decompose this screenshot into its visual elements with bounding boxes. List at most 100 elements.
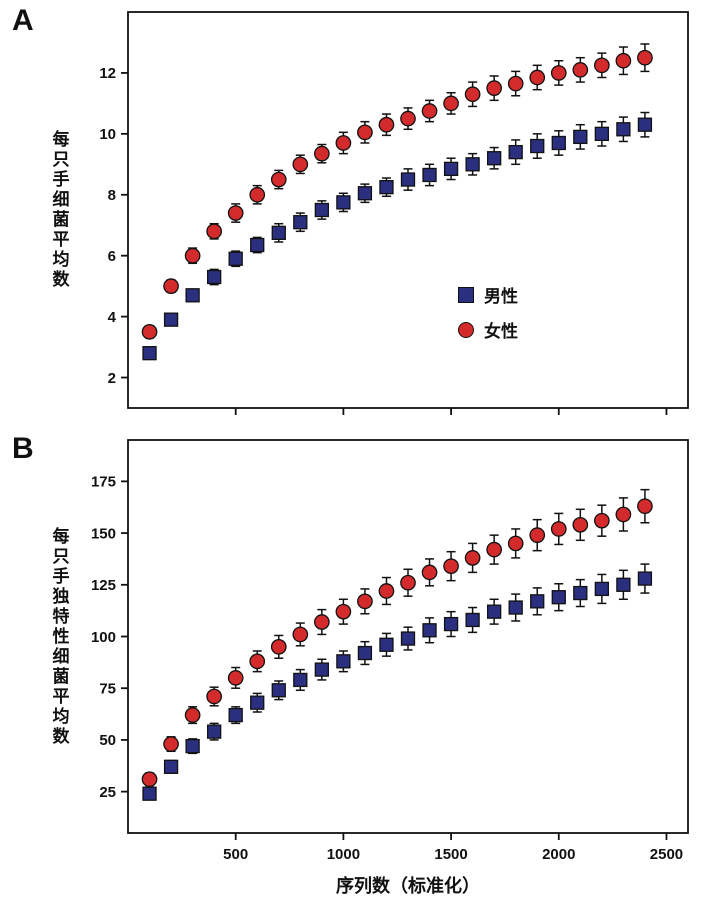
data-point-A-male	[336, 195, 351, 210]
data-point-B-male	[530, 594, 545, 609]
y-tick-label: 10	[99, 126, 116, 143]
data-point-B-female	[163, 736, 179, 752]
data-point-B-male	[443, 616, 459, 632]
data-point-A-female	[637, 49, 653, 66]
data-point-A-female	[357, 124, 373, 141]
data-point-B-male	[508, 600, 523, 615]
data-point-B-female	[572, 516, 589, 533]
panel-a-ylabel: 每只手细菌平均数	[49, 130, 69, 290]
panel-a-ylabel-wrap: 每只手细菌平均数	[44, 12, 74, 408]
panel-b-letter: B	[12, 432, 34, 465]
data-point-A-male	[465, 157, 480, 172]
data-point-A-male	[271, 225, 286, 240]
legend-label-female: 女性	[484, 322, 518, 341]
y-tick-label: 100	[91, 629, 116, 646]
data-point-A-female	[249, 186, 266, 203]
y-tick-label: 75	[99, 680, 116, 697]
data-point-B-female	[529, 527, 546, 543]
data-point-B-male	[185, 738, 200, 754]
data-point-B-male	[293, 672, 308, 688]
data-point-B-female	[249, 653, 266, 670]
data-point-B-male	[228, 707, 243, 723]
data-point-B-male	[142, 786, 157, 801]
data-point-B-female	[550, 521, 567, 537]
data-point-A-male	[594, 126, 609, 141]
data-point-B-female	[421, 564, 438, 581]
legend: 男性 女性	[458, 282, 518, 342]
male-square-marker-icon	[458, 286, 474, 303]
data-point-B-male	[573, 585, 588, 601]
y-tick-label: 4	[108, 309, 117, 326]
data-point-B-female	[443, 558, 459, 575]
data-point-A-female	[421, 103, 438, 119]
data-point-A-male	[616, 122, 631, 137]
data-point-B-female	[184, 707, 201, 723]
panel-b-ylabel-wrap: 每只手独特性细菌平均数	[44, 440, 74, 833]
x-tick-label: 2500	[650, 846, 683, 863]
data-point-B-female	[335, 603, 352, 620]
data-point-B-female	[507, 535, 524, 552]
data-point-B-male	[487, 604, 502, 619]
data-point-A-female	[292, 156, 309, 173]
data-point-A-male	[228, 251, 243, 266]
panel-a-letter: A	[12, 4, 34, 37]
y-tick-label: 25	[99, 784, 116, 801]
data-point-B-female	[292, 626, 309, 643]
data-point-A-female	[313, 145, 330, 162]
panel-A-box	[127, 11, 689, 409]
data-point-A-male	[508, 144, 523, 160]
data-point-B-male	[551, 590, 566, 605]
y-tick-label: 2	[108, 370, 116, 387]
data-point-A-female	[270, 171, 287, 188]
data-point-A-female	[206, 223, 223, 240]
x-tick-label: 1000	[327, 846, 360, 863]
data-point-B-female	[400, 574, 416, 591]
data-point-A-female	[507, 75, 524, 92]
data-point-B-male	[465, 612, 480, 628]
x-axis-title: 序列数（标准化）	[336, 876, 480, 896]
data-point-A-male	[250, 237, 265, 253]
y-tick-label: 8	[108, 187, 116, 204]
data-point-B-female	[593, 512, 610, 529]
data-point-B-female	[378, 583, 395, 599]
data-point-A-male	[142, 346, 157, 361]
data-point-B-female	[615, 506, 632, 523]
data-point-A-male	[551, 135, 566, 151]
data-point-B-male	[422, 623, 437, 638]
data-point-A-female	[400, 110, 416, 127]
data-point-B-female	[141, 771, 158, 788]
data-point-B-male	[207, 724, 222, 739]
data-point-B-female	[313, 614, 330, 630]
data-point-B-male	[336, 654, 351, 669]
data-point-B-female	[464, 550, 481, 566]
y-tick-label: 6	[108, 248, 116, 265]
data-point-A-female	[572, 62, 589, 78]
data-point-A-female	[163, 278, 179, 295]
data-point-B-male	[357, 645, 373, 661]
data-point-B-male	[637, 571, 653, 586]
x-tick-label: 2000	[542, 846, 575, 863]
data-point-A-male	[400, 172, 416, 187]
y-tick-label: 125	[91, 577, 116, 594]
data-point-A-male	[573, 129, 588, 145]
data-point-B-male	[163, 759, 179, 774]
data-point-B-male	[250, 695, 265, 710]
data-point-A-male	[357, 186, 373, 201]
data-point-B-male	[379, 637, 394, 652]
data-point-B-male	[314, 662, 329, 677]
data-point-A-male	[185, 288, 200, 303]
data-point-A-female	[227, 205, 244, 221]
data-point-A-female	[615, 52, 632, 69]
data-point-B-male	[400, 631, 416, 646]
data-point-A-male	[314, 202, 329, 218]
data-point-B-female	[486, 541, 503, 558]
data-point-A-female	[486, 80, 503, 97]
data-point-A-male	[530, 138, 545, 154]
data-point-A-male	[422, 167, 437, 183]
data-point-A-female	[550, 65, 567, 81]
data-point-A-male	[207, 269, 222, 285]
female-circle-marker-icon	[458, 321, 474, 338]
y-tick-label: 12	[99, 65, 116, 82]
data-point-A-female	[141, 323, 158, 340]
